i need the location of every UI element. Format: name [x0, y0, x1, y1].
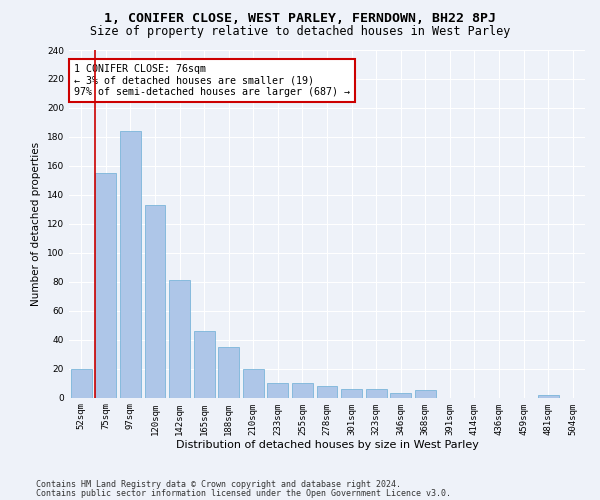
- Bar: [71, 368, 92, 398]
- Bar: [390, 393, 411, 398]
- Bar: [365, 389, 386, 398]
- X-axis label: Distribution of detached houses by size in West Parley: Distribution of detached houses by size …: [176, 440, 478, 450]
- Bar: [415, 390, 436, 398]
- Bar: [292, 383, 313, 398]
- Bar: [95, 173, 116, 398]
- Bar: [243, 368, 264, 398]
- Bar: [120, 131, 141, 398]
- Text: Contains HM Land Registry data © Crown copyright and database right 2024.: Contains HM Land Registry data © Crown c…: [36, 480, 401, 489]
- Text: Size of property relative to detached houses in West Parley: Size of property relative to detached ho…: [90, 25, 510, 38]
- Bar: [218, 347, 239, 398]
- Text: 1, CONIFER CLOSE, WEST PARLEY, FERNDOWN, BH22 8PJ: 1, CONIFER CLOSE, WEST PARLEY, FERNDOWN,…: [104, 12, 496, 24]
- Bar: [194, 331, 215, 398]
- Bar: [341, 389, 362, 398]
- Y-axis label: Number of detached properties: Number of detached properties: [31, 142, 41, 306]
- Text: 1 CONIFER CLOSE: 76sqm
← 3% of detached houses are smaller (19)
97% of semi-deta: 1 CONIFER CLOSE: 76sqm ← 3% of detached …: [74, 64, 350, 97]
- Bar: [317, 386, 337, 398]
- Bar: [145, 205, 166, 398]
- Bar: [169, 280, 190, 398]
- Bar: [268, 383, 289, 398]
- Text: Contains public sector information licensed under the Open Government Licence v3: Contains public sector information licen…: [36, 488, 451, 498]
- Bar: [538, 394, 559, 398]
